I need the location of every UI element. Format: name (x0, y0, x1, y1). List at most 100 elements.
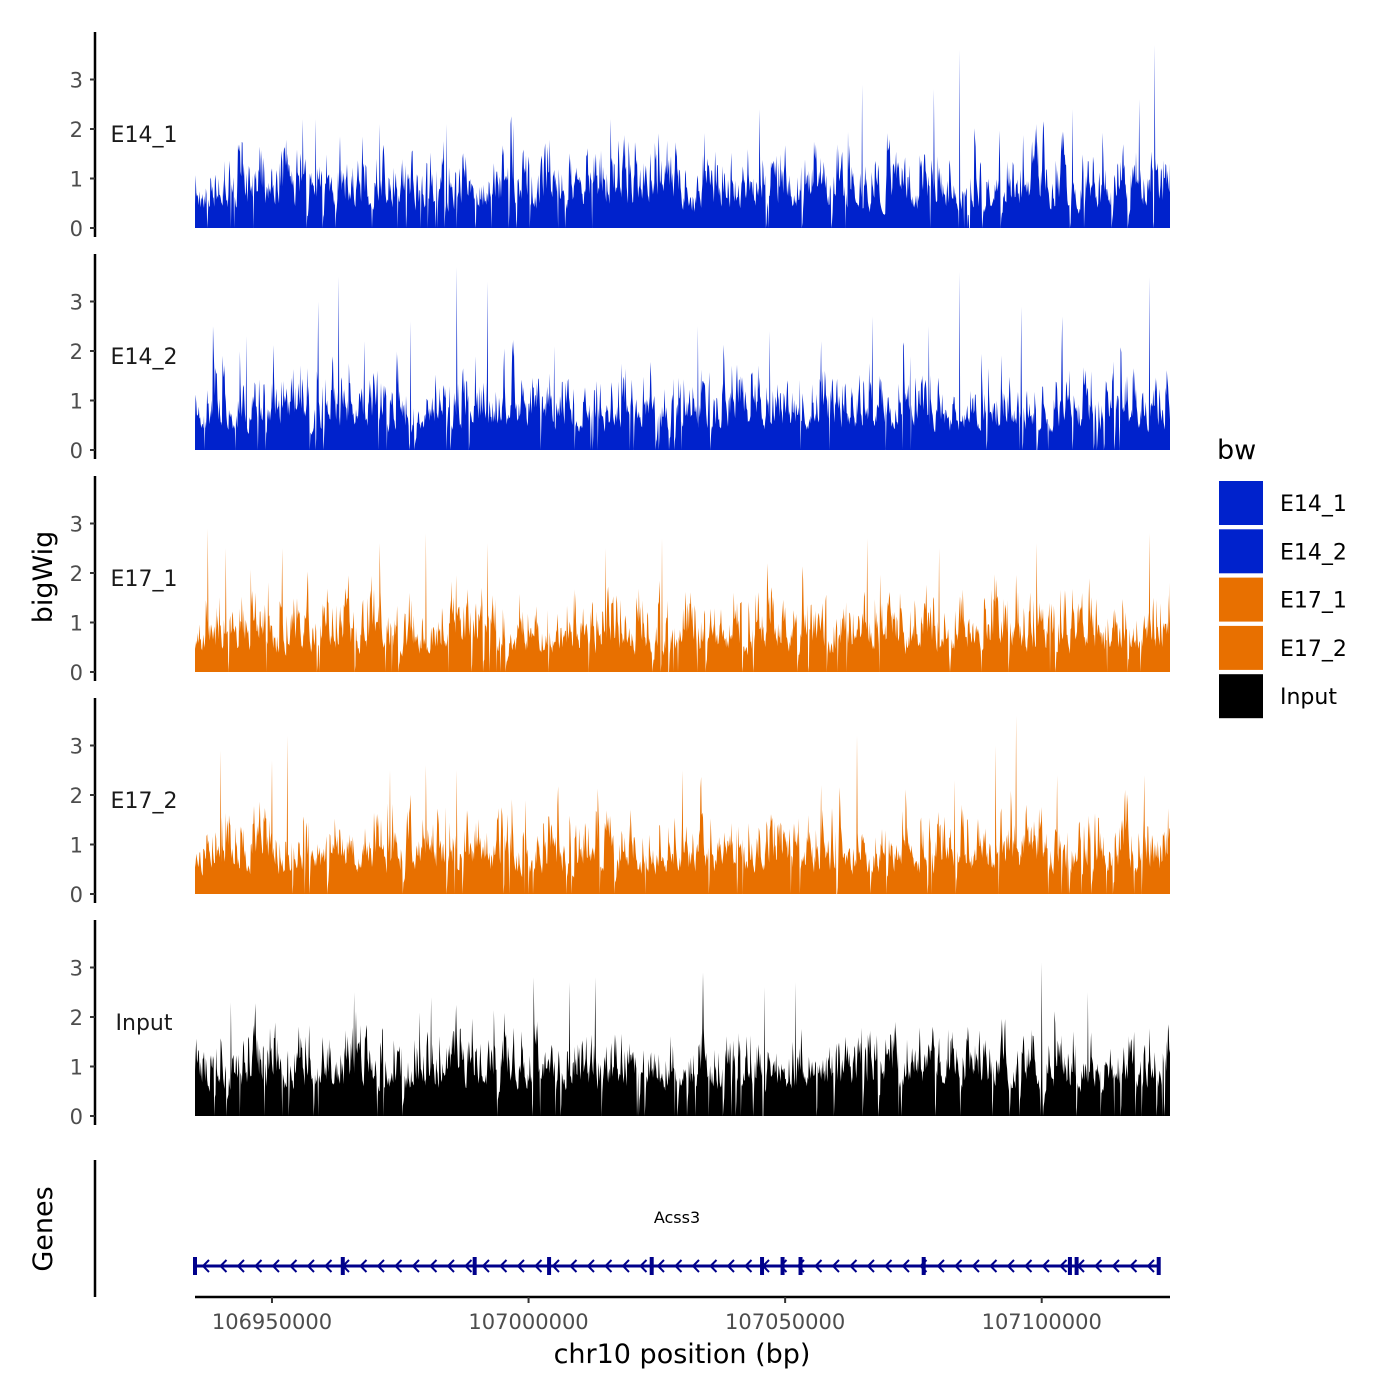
signal-panels: 0 1 2 3 E14_1 0 1 2 3 E14_2 0 1 2 3 E17_1 0 1 2 3 E17_2 0 1 2 3… (70, 32, 1170, 1129)
panel-e14-2: 0 1 2 3 E14_2 (70, 254, 1170, 463)
genes-track-label: Genes (28, 1186, 59, 1271)
exon-mark (1074, 1257, 1079, 1275)
legend-label: E14_2 (1280, 540, 1347, 565)
x-axis: 106950000 107000000 107050000 107100000 (195, 1295, 1170, 1334)
exon-mark (1156, 1257, 1161, 1275)
x-tick-label: 107000000 (468, 1310, 588, 1334)
track-label: E17_1 (111, 567, 178, 592)
strand-arrow (464, 1259, 473, 1273)
strand-arrow (936, 1259, 945, 1273)
strand-arrow (411, 1259, 420, 1273)
y-tick-label: 2 (70, 118, 83, 142)
legend-label: E17_2 (1280, 637, 1347, 662)
y-tick-label: 0 (70, 1105, 83, 1129)
y-tick-label: 0 (70, 439, 83, 463)
signal-area (195, 715, 1170, 894)
legend-label: E17_1 (1280, 589, 1347, 614)
y-tick-label: 2 (70, 1006, 83, 1030)
exon-mark (798, 1257, 803, 1275)
gene-name: Acss3 (654, 1208, 700, 1227)
strand-arrow (656, 1259, 665, 1273)
strand-arrow (1041, 1259, 1050, 1273)
signal-area (195, 962, 1170, 1116)
legend-swatch (1217, 575, 1265, 624)
y-tick-label: 3 (70, 69, 83, 93)
track-label: Input (116, 1011, 173, 1036)
panel-e14-1: 0 1 2 3 E14_1 (70, 32, 1170, 241)
exon-mark (780, 1257, 785, 1275)
y-tick-label: 1 (70, 168, 83, 192)
strand-arrow (866, 1259, 875, 1273)
y-tick-label: 2 (70, 340, 83, 364)
strand-arrow (1094, 1259, 1103, 1273)
strand-arrow (254, 1259, 263, 1273)
y-tick-label: 0 (70, 661, 83, 685)
exon-mark (472, 1257, 477, 1275)
strand-arrow (271, 1259, 280, 1273)
legend-swatch (1217, 672, 1265, 721)
x-tick-label: 107100000 (982, 1310, 1102, 1334)
track-label: E14_2 (111, 345, 178, 370)
signal-area (195, 528, 1170, 672)
signal-area (195, 266, 1170, 450)
panel-input: 0 1 2 3 Input (70, 920, 1170, 1129)
strand-arrow (236, 1259, 245, 1273)
exon-mark (1067, 1257, 1072, 1275)
track-label: E17_2 (111, 789, 178, 814)
strand-arrow (744, 1259, 753, 1273)
legend: bw E14_1 E14_2 E17_1 E17_2 Input (1217, 435, 1347, 721)
y-tick-label: 1 (70, 1056, 83, 1080)
legend-label: E14_1 (1280, 492, 1347, 517)
y-tick-label: 0 (70, 217, 83, 241)
y-tick-label: 0 (70, 883, 83, 907)
strand-arrow (726, 1259, 735, 1273)
exon-mark (547, 1257, 552, 1275)
strand-arrow (446, 1259, 455, 1273)
strand-arrow (884, 1259, 893, 1273)
strand-arrow (201, 1259, 210, 1273)
strand-arrow (516, 1259, 525, 1273)
strand-arrow (569, 1259, 578, 1273)
strand-arrow (621, 1259, 630, 1273)
strand-arrow (376, 1259, 385, 1273)
exon-mark (340, 1257, 345, 1275)
strand-arrow (849, 1259, 858, 1273)
legend-swatch (1217, 623, 1265, 672)
strand-arrow (429, 1259, 438, 1273)
y-tick-label: 1 (70, 834, 83, 858)
strand-arrow (674, 1259, 683, 1273)
strand-arrow (604, 1259, 613, 1273)
strand-arrow (219, 1259, 228, 1273)
strand-arrow (586, 1259, 595, 1273)
strand-arrow (359, 1259, 368, 1273)
legend-swatch (1217, 479, 1265, 527)
exon-mark (760, 1257, 765, 1275)
strand-arrow (971, 1259, 980, 1273)
strand-arrow (709, 1259, 718, 1273)
exon-mark (193, 1257, 197, 1275)
strand-arrow (831, 1259, 840, 1273)
exon-mark (921, 1257, 926, 1275)
strand-arrow (1129, 1259, 1138, 1273)
y-tick-label: 1 (70, 612, 83, 636)
strand-arrow (289, 1259, 298, 1273)
track-label: E14_1 (111, 123, 178, 148)
strand-arrow (324, 1259, 333, 1273)
strand-arrow (691, 1259, 700, 1273)
strand-arrow (534, 1259, 543, 1273)
strand-arrow (1006, 1259, 1015, 1273)
strand-arrow (1024, 1259, 1033, 1273)
y-tick-label: 2 (70, 562, 83, 586)
y-axis-title: bigWig (28, 531, 59, 624)
strand-arrow (306, 1259, 315, 1273)
strand-arrow (901, 1259, 910, 1273)
exon-mark (649, 1257, 654, 1275)
x-axis-title: chr10 position (bp) (554, 1339, 811, 1370)
x-tick-label: 106950000 (212, 1310, 332, 1334)
panel-e17-2: 0 1 2 3 E17_2 (70, 698, 1170, 907)
strand-arrow (1146, 1259, 1155, 1273)
strand-arrow (639, 1259, 648, 1273)
signal-area (195, 44, 1170, 228)
